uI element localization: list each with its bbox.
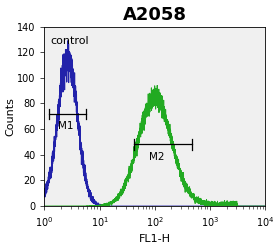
X-axis label: FL1-H: FL1-H <box>139 234 171 244</box>
Text: control: control <box>50 36 88 46</box>
Title: A2058: A2058 <box>123 6 187 24</box>
Text: M2: M2 <box>149 152 165 162</box>
Y-axis label: Counts: Counts <box>6 97 16 136</box>
Text: M1: M1 <box>58 121 74 131</box>
